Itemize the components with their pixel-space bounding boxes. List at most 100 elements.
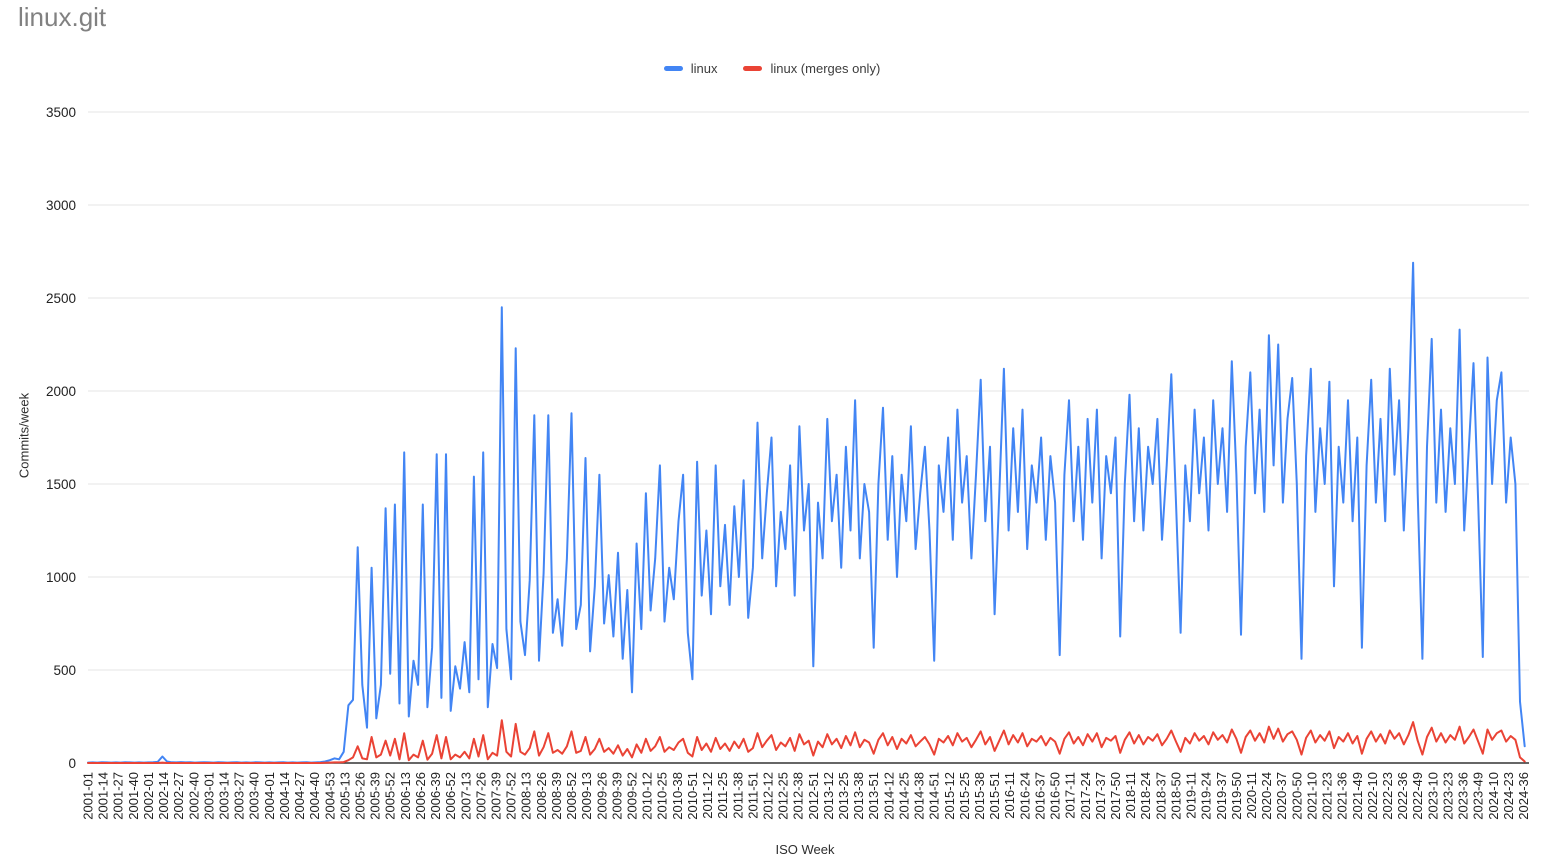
x-tick-label: 2001-27 <box>111 772 126 820</box>
x-tick-label: 2006-39 <box>428 772 443 820</box>
x-tick-label: 2007-26 <box>473 772 488 820</box>
legend: linux linux (merges only) <box>0 58 1544 78</box>
x-tick-label: 2008-26 <box>534 772 549 820</box>
x-tick-label: 2012-12 <box>760 772 775 820</box>
x-tick-label: 2004-14 <box>277 772 292 820</box>
x-tick-label: 2017-37 <box>1093 772 1108 820</box>
x-tick-label: 2018-11 <box>1123 772 1138 819</box>
x-tick-label: 2006-26 <box>413 772 428 820</box>
x-axis-title: ISO Week <box>775 842 835 857</box>
legend-swatch <box>663 65 683 71</box>
x-tick-label: 2002-40 <box>186 772 201 820</box>
x-tick-label: 2011-38 <box>730 772 745 819</box>
x-tick-label: 2016-37 <box>1032 772 1047 820</box>
x-tick-label: 2002-14 <box>156 772 171 820</box>
x-tick-label: 2005-13 <box>337 772 352 820</box>
x-tick-label: 2012-38 <box>791 772 806 820</box>
x-tick-label: 2016-11 <box>1002 772 1017 819</box>
x-tick-label: 2001-14 <box>96 772 111 820</box>
x-tick-label: 2004-40 <box>307 772 322 820</box>
x-tick-label: 2006-52 <box>443 772 458 820</box>
x-tick-label: 2022-10 <box>1365 772 1380 820</box>
x-tick-label: 2024-36 <box>1516 772 1531 820</box>
x-tick-label: 2005-39 <box>368 772 383 820</box>
x-tick-label: 2012-25 <box>776 772 791 820</box>
x-tick-label: 2014-25 <box>896 772 911 820</box>
x-tick-label: 2019-11 <box>1184 772 1199 819</box>
legend-swatch <box>743 65 763 71</box>
x-tick-label: 2013-51 <box>866 772 881 820</box>
x-tick-label: 2015-38 <box>972 772 987 820</box>
x-tick-label: 2011-12 <box>700 772 715 819</box>
x-tick-label: 2022-36 <box>1395 772 1410 820</box>
x-tick-label: 2010-12 <box>640 772 655 820</box>
x-tick-label: 2020-37 <box>1274 772 1289 820</box>
x-tick-label: 2018-24 <box>1138 772 1153 820</box>
x-tick-label: 2010-38 <box>670 772 685 820</box>
x-tick-label: 2001-01 <box>81 772 96 820</box>
legend-label: linux (merges only) <box>770 60 881 76</box>
x-tick-label: 2004-27 <box>292 772 307 820</box>
legend-item-linux-merges-only: linux (merges only) <box>743 61 880 76</box>
x-tick-label: 2023-36 <box>1456 772 1471 820</box>
x-tick-label: 2007-52 <box>504 772 519 820</box>
x-tick-label: 2024-23 <box>1501 772 1516 820</box>
x-tick-label: 2013-25 <box>836 772 851 820</box>
x-tick-label: 2002-01 <box>141 772 156 820</box>
x-tick-label: 2020-24 <box>1259 772 1274 820</box>
legend-item-linux: linux <box>663 60 718 76</box>
x-tick-label: 2023-49 <box>1471 772 1486 820</box>
x-tick-label: 2019-24 <box>1199 772 1214 820</box>
x-tick-label: 2005-26 <box>352 772 367 820</box>
y-tick-label: 3500 <box>46 105 76 120</box>
x-tick-label: 2003-40 <box>247 772 262 820</box>
x-tick-label: 2015-25 <box>957 772 972 820</box>
x-tick-label: 2009-52 <box>624 772 639 820</box>
x-tick-label: 2017-24 <box>1078 772 1093 820</box>
x-tick-label: 2021-36 <box>1335 772 1350 820</box>
x-tick-label: 2001-40 <box>126 772 141 820</box>
x-tick-label: 2022-23 <box>1380 772 1395 820</box>
x-tick-label: 2023-10 <box>1425 772 1440 820</box>
series-linux-line[interactable] <box>87 261 1526 764</box>
x-tick-label: 2017-11 <box>1063 772 1078 819</box>
legend-label: linux <box>690 60 718 76</box>
x-tick-label: 2021-10 <box>1304 772 1319 820</box>
x-tick-label: 2007-13 <box>458 772 473 820</box>
x-tick-label: 2020-50 <box>1289 772 1304 820</box>
chart-title: linux.git <box>18 2 107 32</box>
x-tick-label: 2023-23 <box>1440 772 1455 820</box>
y-tick-label: 1000 <box>46 570 76 585</box>
x-tick-label: 2010-25 <box>655 772 670 820</box>
x-tick-label: 2018-37 <box>1153 772 1168 820</box>
x-tick-label: 2014-51 <box>927 772 942 820</box>
x-tick-label: 2019-37 <box>1214 772 1229 820</box>
x-tick-label: 2008-39 <box>549 772 564 820</box>
x-tick-label: 2009-39 <box>609 772 624 820</box>
x-tick-label: 2013-38 <box>851 772 866 820</box>
x-tick-label: 2016-50 <box>1048 772 1063 820</box>
y-axis-title: Commits/week <box>16 392 32 479</box>
y-tick-label: 2500 <box>46 291 76 306</box>
x-tick-label: 2012-51 <box>806 772 821 820</box>
x-tick-label: 2016-24 <box>1017 772 1032 820</box>
x-tick-label: 2011-25 <box>715 772 730 819</box>
x-tick-label: 2008-52 <box>564 772 579 820</box>
x-tick-label: 2003-27 <box>232 772 247 820</box>
series-linux-merges-only-line[interactable] <box>87 719 1526 764</box>
y-tick-label: 0 <box>68 756 76 771</box>
x-tick-label: 2014-12 <box>881 772 896 820</box>
y-tick-label: 1500 <box>46 477 76 492</box>
y-tick-label: 500 <box>53 663 76 678</box>
x-tick-label: 2010-51 <box>685 772 700 820</box>
x-tick-label: 2005-52 <box>383 772 398 820</box>
x-tick-label: 2018-50 <box>1168 772 1183 820</box>
x-tick-label: 2024-10 <box>1486 772 1501 820</box>
x-tick-label: 2013-12 <box>821 772 836 820</box>
x-tick-label: 2015-51 <box>987 772 1002 820</box>
x-tick-label: 2009-13 <box>579 772 594 820</box>
x-tick-label: 2009-26 <box>594 772 609 820</box>
y-tick-label: 3000 <box>46 198 76 213</box>
